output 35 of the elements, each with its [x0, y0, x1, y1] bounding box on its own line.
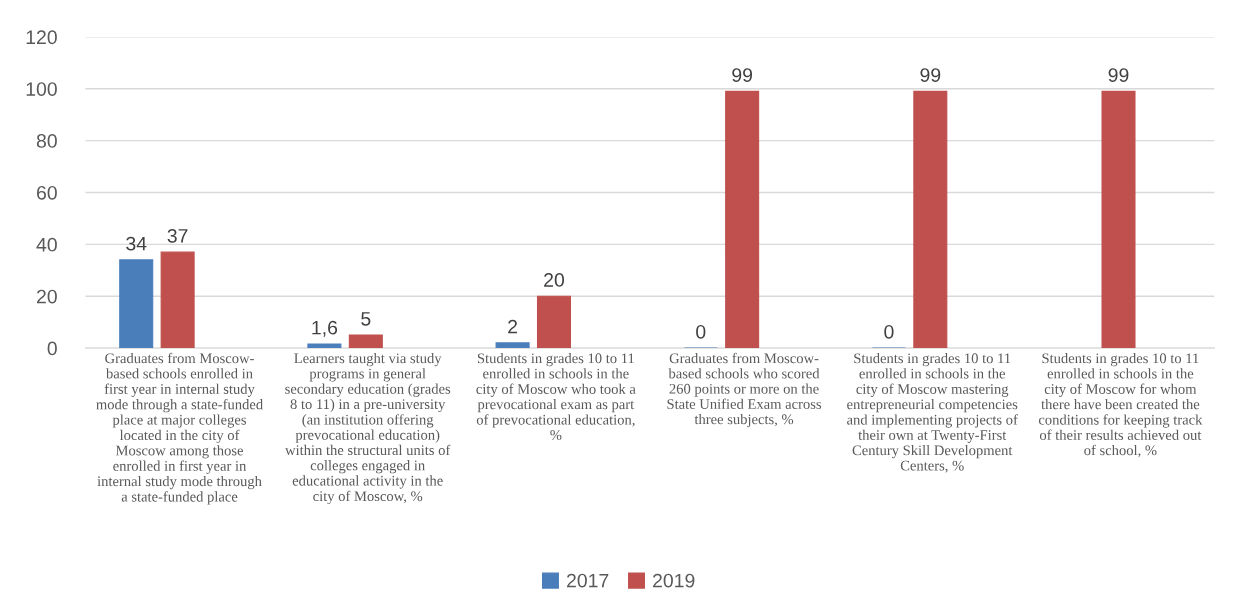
data-label: 99: [732, 68, 753, 82]
bar: [119, 259, 154, 349]
bar: [1101, 90, 1136, 349]
y-tick-label: 120: [26, 30, 57, 45]
data-label: 0: [696, 324, 706, 339]
category-label: Learners taught via study programs in general secondary education (grades 8 to 11) in a pre-university (an institution offering prevocational education) within the structural units of colleges engaged in educational activity in the city of Moscow, %: [285, 352, 451, 505]
category-label: Graduates from Moscow- based schools enrolled in first year in internal study mode through a state-funded place at major colleges located in the city of Moscow among those enrolled in first year in internal study mode through a state-funded place: [96, 352, 263, 505]
data-label: 0: [884, 324, 894, 339]
y-tick-label: 20: [37, 289, 57, 304]
data-label: 34: [126, 236, 147, 251]
data-label: 99: [1108, 68, 1129, 82]
x-tick-label: Students in grades 10 to 11 enrolled in schools in the city of Moscow who took a prevocational exam as part of prevocational education, %: [476, 352, 636, 440]
y-tick-label: 40: [36, 237, 57, 252]
bar: [913, 90, 948, 349]
data-label: 2: [508, 319, 518, 334]
bar: [725, 90, 760, 349]
data-label: 5: [361, 312, 371, 326]
bar: [495, 342, 530, 349]
x-tick-label: Students in grades 10 to 11 enrolled in schools in the city of Moscow for whom there have been created the conditions for keeping track of their results achieved out of school, %: [1038, 352, 1203, 458]
bar: [348, 334, 383, 349]
y-tick-label: 100: [26, 82, 57, 96]
data-label: 99: [920, 68, 941, 82]
data-label: 37: [167, 228, 188, 243]
legend-label: 2017: [567, 573, 609, 588]
bar: [307, 343, 342, 349]
bar: [536, 295, 572, 349]
bar: [160, 251, 195, 349]
y-tick-label: 60: [37, 185, 57, 200]
legend-label: 2019: [653, 573, 695, 588]
x-tick-label: Graduates from Moscow- based schools who scored 260 points or more on the State Unified Exam across three subjects, %: [667, 352, 822, 428]
y-tick-label: 80: [36, 134, 57, 148]
data-label: 1,6: [312, 320, 338, 337]
data-label: 20: [544, 273, 565, 287]
x-tick-label: Students in grades 10 to 11 enrolled in schools in the city of Moscow mastering entrepreneurial competencies and implementing projects of their own at Twenty-First Century Skill Development Centers, %: [847, 352, 1018, 473]
y-tick-label: 0: [47, 341, 57, 356]
